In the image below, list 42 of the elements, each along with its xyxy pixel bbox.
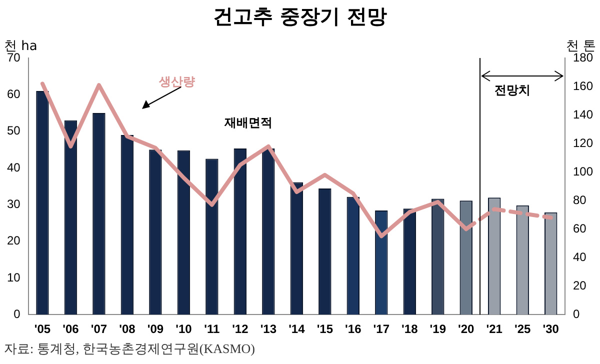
y2-tick-label: 80 bbox=[572, 192, 587, 207]
y2-tick-label: 60 bbox=[572, 221, 587, 236]
y2-tick-label: 100 bbox=[572, 164, 594, 178]
y-tick-label: 10 bbox=[6, 270, 21, 284]
y-tick-label: 30 bbox=[6, 196, 21, 211]
x-tick-label: '06 bbox=[62, 322, 80, 336]
y2-tick-label: 140 bbox=[572, 107, 594, 122]
text: 자료: 통계청, 한국농촌경제연구원(KASMO) bbox=[4, 340, 255, 358]
x-tick-label: '14 bbox=[288, 322, 306, 336]
x-tick-label: '11 bbox=[204, 322, 220, 336]
x-tick-label: '19 bbox=[430, 322, 446, 336]
y-tick-label: 0 bbox=[14, 306, 21, 321]
annotation: 전망치 bbox=[494, 83, 531, 97]
y2-tick-label: 20 bbox=[572, 278, 587, 292]
x-tick-label: '18 bbox=[402, 322, 418, 336]
y2-axis-title: 천 톤 bbox=[566, 39, 596, 54]
x-tick-label: '07 bbox=[90, 322, 108, 336]
x-tick-label: '21 bbox=[486, 322, 503, 336]
x-tick-label: '09 bbox=[147, 322, 164, 336]
y-tick-label: 60 bbox=[6, 86, 21, 101]
y2-tick-label: 40 bbox=[572, 250, 587, 264]
text: 생산량 bbox=[158, 74, 196, 89]
x-tick-label: '17 bbox=[373, 322, 390, 336]
x-tick-label: '30 bbox=[542, 322, 560, 336]
x-tick-label: '15 bbox=[316, 322, 334, 336]
series-label: 재배면적 bbox=[223, 116, 272, 130]
x-tick-label: '05 bbox=[34, 322, 51, 336]
y-tick-label: 40 bbox=[6, 160, 21, 174]
y-tick-label: 50 bbox=[6, 124, 21, 138]
y2-tick-label: 0 bbox=[572, 306, 580, 321]
x-tick-label: '08 bbox=[119, 322, 136, 336]
x-tick-label: '10 bbox=[176, 322, 192, 336]
x-tick-label: '20 bbox=[458, 322, 475, 336]
x-tick-label: '16 bbox=[345, 322, 362, 336]
x-tick-label: '12 bbox=[232, 322, 249, 336]
y2-tick-label: 160 bbox=[572, 78, 594, 93]
chart-title: 건고추 중장기 전망 bbox=[213, 4, 387, 28]
x-tick-label: '13 bbox=[260, 322, 277, 336]
y2-tick-label: 120 bbox=[572, 136, 594, 150]
y-axis-title: 천 ha bbox=[4, 39, 38, 54]
x-tick-label: '25 bbox=[514, 322, 532, 336]
y-tick-label: 20 bbox=[6, 234, 21, 248]
